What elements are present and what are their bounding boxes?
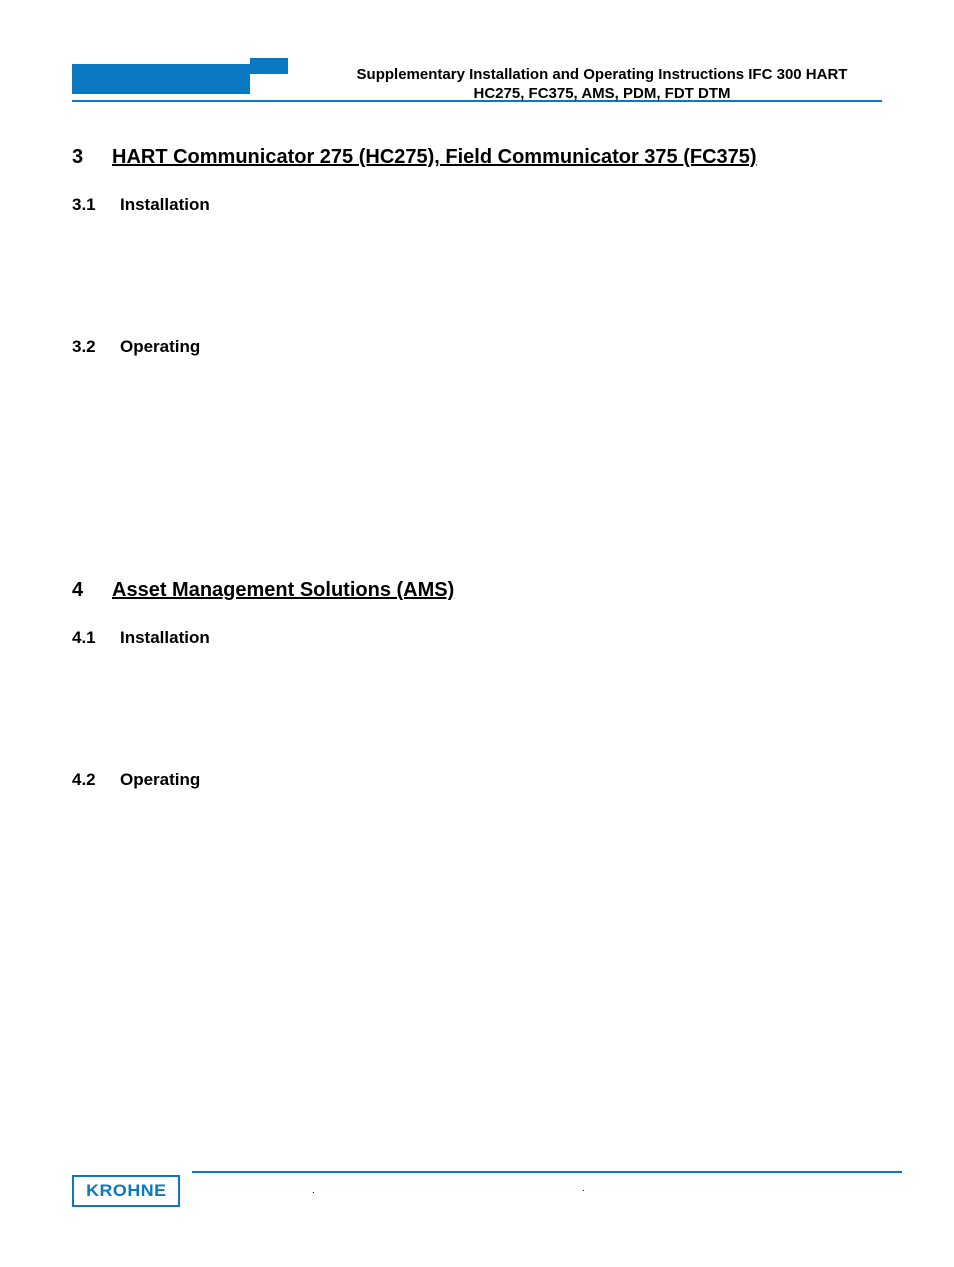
subsection-heading: 4.1 Installation — [72, 628, 882, 648]
subsection-heading: 3.2 Operating — [72, 337, 882, 357]
section-heading: 4 Asset Management Solutions (AMS) — [72, 579, 882, 602]
spacer — [72, 357, 882, 579]
header-line-1: Supplementary Installation and Operating… — [357, 66, 848, 83]
brand-logo-text: KROHNE — [86, 1181, 167, 1201]
subsection-title: Operating — [120, 770, 200, 790]
spacer — [72, 648, 882, 770]
header-accent-block — [72, 64, 250, 94]
footer-text-left: . — [312, 1185, 315, 1196]
subsection-title: Installation — [120, 195, 210, 215]
header-line-2: HC275, FC375, AMS, PDM, FDT DTM — [474, 85, 731, 102]
subsection-number: 4.1 — [72, 628, 120, 648]
page-footer: KROHNE . . — [72, 1171, 902, 1215]
footer-rule — [192, 1171, 902, 1173]
spacer — [72, 215, 882, 337]
header-title: Supplementary Installation and Operating… — [322, 66, 882, 104]
brand-logo: KROHNE — [72, 1175, 180, 1207]
section-title: HART Communicator 275 (HC275), Field Com… — [112, 146, 757, 169]
footer-row: KROHNE . . — [72, 1179, 902, 1215]
subsection-number: 3.1 — [72, 195, 120, 215]
section-heading: 3 HART Communicator 275 (HC275), Field C… — [72, 146, 882, 169]
subsection-number: 3.2 — [72, 337, 120, 357]
subsection-title: Operating — [120, 337, 200, 357]
footer-text-right: . — [582, 1183, 585, 1194]
section-number: 3 — [72, 146, 112, 169]
section-number: 4 — [72, 579, 112, 602]
document-page: Supplementary Installation and Operating… — [0, 0, 954, 1267]
subsection-heading: 3.1 Installation — [72, 195, 882, 215]
subsection-number: 4.2 — [72, 770, 120, 790]
page-header: Supplementary Installation and Operating… — [72, 58, 882, 102]
header-accent-tab — [250, 58, 288, 74]
page-content: 3 HART Communicator 275 (HC275), Field C… — [72, 102, 882, 790]
subsection-heading: 4.2 Operating — [72, 770, 882, 790]
subsection-title: Installation — [120, 628, 210, 648]
section-title: Asset Management Solutions (AMS) — [112, 579, 454, 602]
